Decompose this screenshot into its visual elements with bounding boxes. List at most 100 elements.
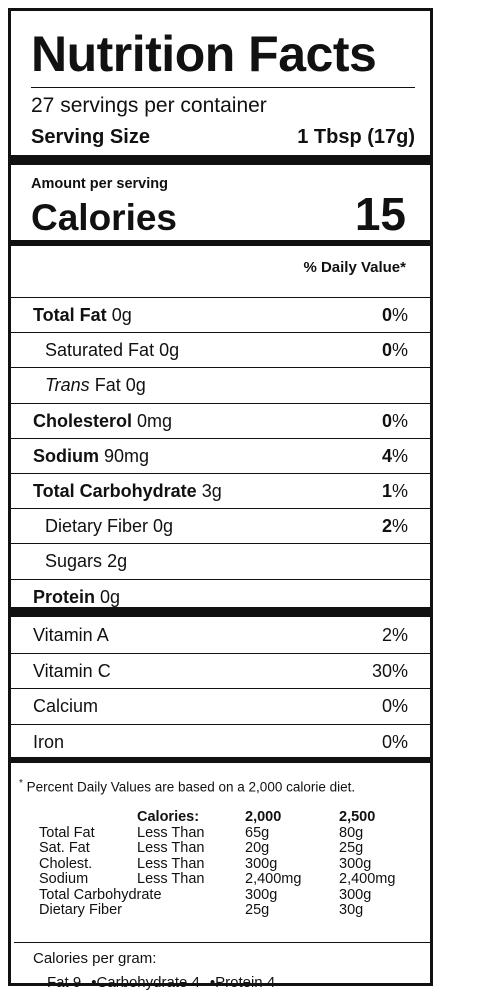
percent-sign: % bbox=[391, 305, 408, 325]
vitamin-row: Calcium 0% bbox=[11, 688, 430, 723]
nutrient-amount: 90mg bbox=[104, 445, 150, 466]
vitamin-name: Vitamin C bbox=[33, 661, 111, 682]
nutrient-row: Trans Fat 0g bbox=[11, 367, 430, 402]
medium-divider-footnote bbox=[11, 757, 430, 763]
nutrient-daily-value: 4% bbox=[382, 446, 408, 467]
daily-values-cell: 300g bbox=[245, 886, 278, 903]
daily-values-cell: Less Than bbox=[137, 855, 205, 872]
serving-size-value: 1 Tbsp (17g) bbox=[297, 126, 415, 148]
nutrient-amount: 0g bbox=[125, 375, 146, 396]
nutrient-label: Total Carbohydrate bbox=[33, 481, 197, 501]
daily-values-cell: 25g bbox=[339, 840, 364, 856]
footnote-text: * Percent Daily Values are based on a 2,… bbox=[19, 778, 355, 795]
carb-calories: Carbohydrate 4 bbox=[96, 974, 200, 991]
servings-per-container: 27 servings per container bbox=[31, 94, 267, 117]
nutrient-amount: 0mg bbox=[137, 410, 173, 431]
vitamin-row: Iron 0% bbox=[11, 723, 430, 759]
percent-sign: % bbox=[391, 481, 408, 501]
daily-values-cell: 300g bbox=[339, 886, 372, 903]
medium-divider bbox=[11, 240, 430, 246]
nutrient-daily-value: 1% bbox=[382, 481, 408, 502]
nutrient-row: Protein 0g bbox=[11, 578, 430, 614]
nutrient-amount: 0g bbox=[159, 340, 180, 361]
vitamin-row: Vitamin C 30% bbox=[11, 653, 430, 688]
vitamin-name: Vitamin A bbox=[33, 625, 109, 645]
nutrient-label: Total Fat bbox=[33, 305, 107, 325]
nutrient-row: Saturated Fat 0g 0% bbox=[11, 332, 430, 367]
nutrient-label: Cholesterol bbox=[33, 410, 133, 431]
vitamin-daily-value: 2% bbox=[381, 625, 408, 645]
daily-values-cell: Total Carbohydrate bbox=[39, 886, 162, 903]
nutrient-name: Total Fat 0g bbox=[33, 305, 132, 326]
calories-per-gram-label: Calories per gram: bbox=[33, 950, 157, 967]
calories-value: 15 bbox=[354, 188, 406, 240]
vitamin-name: Iron bbox=[33, 731, 65, 752]
footnote-star: * bbox=[19, 778, 23, 789]
daily-values-cell: Less Than bbox=[137, 824, 205, 841]
daily-values-cell: Total Fat bbox=[39, 824, 95, 841]
title-divider bbox=[31, 87, 415, 88]
daily-values-cell: 80g bbox=[339, 824, 364, 841]
daily-value-number: 0 bbox=[381, 410, 392, 431]
nutrient-name: Sodium 90mg bbox=[33, 446, 149, 467]
label-title: Nutrition Facts bbox=[31, 26, 377, 82]
daily-values-cell: 30g bbox=[339, 902, 364, 918]
nutrient-amount: 0g bbox=[100, 586, 121, 607]
nutrient-daily-value: 0% bbox=[382, 340, 408, 361]
daily-values-cell: Cholest. bbox=[39, 855, 93, 872]
serving-size-row: Serving Size 1 Tbsp (17g) bbox=[31, 124, 415, 150]
nutrient-row: Total Carbohydrate 3g 1% bbox=[11, 473, 430, 508]
nutrient-amount: 0g bbox=[111, 305, 132, 325]
daily-value-number: 0 bbox=[381, 340, 392, 361]
vitamin-row: Vitamin A 2% bbox=[11, 618, 430, 653]
daily-value-number: 2 bbox=[381, 516, 392, 537]
daily-values-header-cell: Calories: bbox=[137, 809, 200, 825]
separator-dot: • bbox=[91, 974, 97, 991]
footnote-sentence: Percent Daily Values are based on a 2,00… bbox=[26, 779, 356, 795]
nutrient-daily-value: 2% bbox=[382, 516, 408, 537]
nutrient-name: Dietary Fiber 0g bbox=[45, 516, 173, 537]
percent-sign: % bbox=[391, 516, 408, 537]
vitamin-daily-value: 0% bbox=[381, 696, 408, 717]
vitamin-name: Calcium bbox=[33, 696, 99, 717]
nutrient-name: Protein 0g bbox=[33, 587, 120, 608]
daily-values-cell: Less Than bbox=[137, 871, 205, 887]
daily-values-cell: Sat. Fat bbox=[39, 840, 90, 856]
daily-value-number: 0 bbox=[381, 305, 392, 325]
nutrient-row: Sugars 2g bbox=[11, 543, 430, 578]
nutrient-daily-value: 0% bbox=[382, 411, 408, 432]
daily-value-number: 1 bbox=[381, 481, 392, 501]
nutrient-label: Protein bbox=[33, 586, 96, 607]
footnote-divider bbox=[14, 942, 433, 943]
daily-values-cell: 300g bbox=[339, 855, 372, 872]
nutrient-name: Cholesterol 0mg bbox=[33, 411, 172, 432]
nutrient-row: Dietary Fiber 0g 2% bbox=[11, 508, 430, 543]
nutrient-label: Sugars bbox=[45, 551, 103, 572]
nutrient-label: Saturated Fat bbox=[45, 340, 155, 361]
daily-values-cell: 25g bbox=[245, 902, 270, 918]
daily-value-number: 4 bbox=[381, 445, 392, 466]
calories-label: Calories bbox=[31, 197, 178, 238]
fat-calories: Fat 9 bbox=[47, 974, 82, 991]
daily-value-header: % Daily Value* bbox=[303, 259, 406, 276]
nutrient-row: Cholesterol 0mg 0% bbox=[11, 402, 430, 438]
nutrient-label: Fat bbox=[94, 375, 121, 396]
separator-dot: • bbox=[209, 974, 216, 991]
vitamin-daily-value: 0% bbox=[381, 731, 408, 752]
nutrient-name: Trans Fat 0g bbox=[45, 375, 146, 396]
nutrient-name-italic: Trans bbox=[45, 375, 90, 396]
nutrient-row: Total Fat 0g 0% bbox=[11, 297, 430, 332]
percent-sign: % bbox=[391, 340, 408, 361]
daily-values-cell: Sodium bbox=[39, 871, 89, 887]
nutrient-name: Saturated Fat 0g bbox=[45, 340, 179, 361]
daily-values-cell: 65g bbox=[245, 824, 270, 841]
vitamin-daily-value: 30% bbox=[371, 661, 408, 682]
daily-values-cell: 20g bbox=[245, 840, 270, 856]
nutrient-amount: 0g bbox=[153, 516, 174, 537]
nutrient-daily-value: 0% bbox=[382, 305, 408, 326]
daily-values-cell: Less Than bbox=[137, 840, 205, 856]
daily-values-cell: 300g bbox=[245, 855, 278, 872]
nutrition-facts-label: Nutrition Facts 27 servings per containe… bbox=[8, 8, 433, 991]
thick-divider bbox=[11, 155, 430, 165]
nutrient-amount: 3g bbox=[201, 481, 222, 501]
